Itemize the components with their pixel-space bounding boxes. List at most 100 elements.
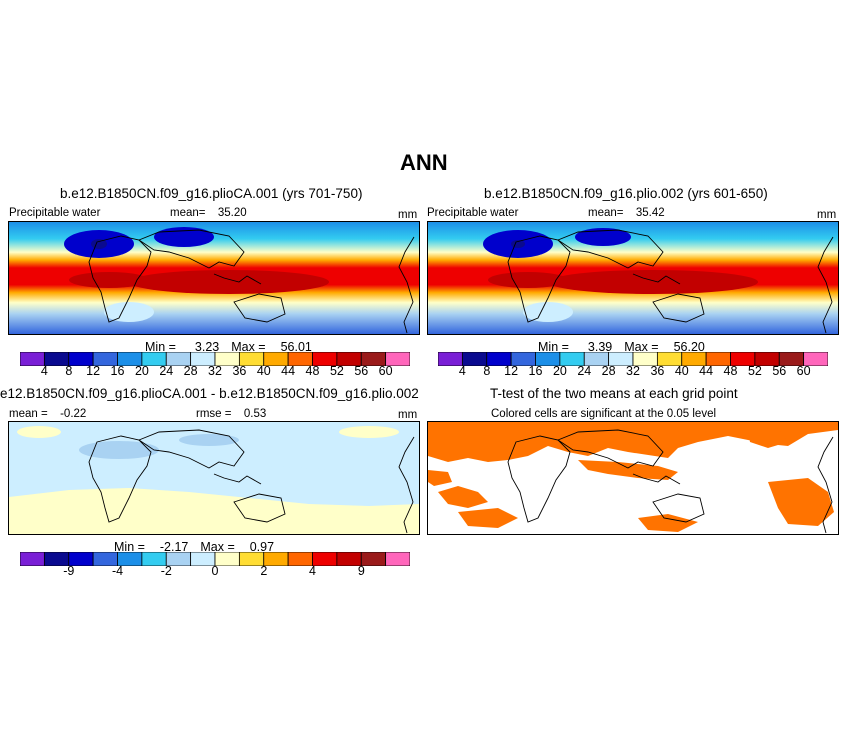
panel3-colorbar-tick-label: -4 — [111, 564, 124, 578]
panel1-min-value: 3.23 — [194, 340, 220, 354]
panel3-colorbar-tick-label: -2 — [160, 564, 172, 578]
panel4-map — [427, 421, 839, 535]
panel2-colorbar-tick-label: 4 — [458, 364, 466, 378]
panel3-coastlines — [88, 429, 415, 534]
panel2-colorbar-tick-label: 20 — [552, 364, 567, 378]
panel2-mean: mean= 35.42 — [588, 207, 665, 219]
panel3-colorbar-tick-label: 0 — [211, 564, 219, 578]
panel3-rmse-label: rmse = — [196, 408, 232, 420]
panel2-minmax: Min = 3.39 Max = 56.20 — [538, 340, 705, 354]
panel2-coastlines — [507, 229, 834, 334]
panel1-colorbar-tick-label: 4 — [40, 364, 48, 378]
panel3-neg-asia — [179, 434, 239, 446]
figure-title: ANN — [400, 150, 448, 175]
panel2-colorbar — [438, 352, 828, 366]
panel2-colorbar-tick-label: 12 — [504, 364, 519, 378]
panel3-pos-atlantic — [17, 426, 61, 438]
panel2-colorbar-tick-label: 48 — [723, 364, 738, 378]
panel3-max-label: Max = — [200, 540, 235, 554]
panel1-mean-label: mean= — [170, 207, 206, 219]
panel3-colorbar-cell — [385, 552, 410, 566]
panel1-colorbar-ticks: 4 8 12 16 20 24 28 32 36 40 44 48 52 56 60 — [20, 364, 410, 380]
panel3-mean-value: -0.22 — [60, 408, 87, 420]
panel1-warm-pool — [129, 270, 329, 294]
panel2-colorbar-tick-label: 40 — [674, 364, 689, 378]
panel1-mean: mean= 35.20 — [170, 207, 247, 219]
panel1-colorbar-tick-label: 20 — [134, 364, 149, 378]
panel1-units: mm — [398, 209, 418, 221]
panel1-colorbar-tick-label: 36 — [232, 364, 247, 378]
panel3-colorbar-ticks: -9 -4 -2 0 2 4 9 — [20, 564, 410, 580]
panel2-colorbar-tick-label: 56 — [772, 364, 787, 378]
panel1-atlantic-itcz — [69, 272, 149, 288]
panel1-colorbar-cell — [385, 352, 410, 366]
panel3-rmse-value: 0.53 — [243, 408, 267, 420]
panel3-mean-label: mean = — [9, 408, 48, 420]
panel1-max-value: 56.01 — [280, 340, 312, 354]
panel2-colorbar-tick-label: 32 — [626, 364, 640, 378]
panel3-title: e12.B1850CN.f09_g16.plioCA.001 - b.e12.B… — [0, 386, 419, 401]
panel1-southern-africa — [104, 302, 154, 322]
panel3-colorbar-tick-label: 2 — [260, 564, 268, 578]
panel2-atlantic-itcz — [488, 272, 568, 288]
panel2-variable: Precipitable water — [427, 207, 519, 219]
panel2-colorbar-ticks: 4 8 12 16 20 24 28 32 36 40 44 48 52 56 60 — [438, 364, 828, 380]
panel1-map-svg — [9, 222, 419, 334]
panel2-mean-label: mean= — [588, 207, 624, 219]
panel2-map — [427, 221, 839, 335]
panel3-minmax: Min = -2.17 Max = 0.97 — [114, 540, 274, 554]
panel1-colorbar-tick-label: 24 — [159, 364, 174, 378]
panel2-colorbar-tick-label: 44 — [699, 364, 714, 378]
panel1-dry-asia — [154, 227, 214, 247]
panel1-colorbar-tick-label: 12 — [86, 364, 101, 378]
panel3-rmse: rmse = 0.53 — [196, 408, 266, 420]
panel1-colorbar-tick-label: 32 — [208, 364, 222, 378]
panel1-minmax: Min = 3.23 Max = 56.01 — [145, 340, 312, 354]
panel2-colorbar-tick-label: 36 — [650, 364, 665, 378]
panel1-colorbar-tick-label: 28 — [183, 364, 198, 378]
panel2-mean-value: 35.42 — [635, 207, 665, 219]
panel3-colorbar-tick-label: 4 — [309, 564, 316, 578]
panel2-colorbar-tick-label: 52 — [747, 364, 762, 378]
panel1-coastlines — [88, 229, 415, 334]
panel1-variable: Precipitable water — [9, 207, 101, 219]
panel3-pacific — [259, 442, 419, 472]
panel4-significant-cells — [428, 422, 838, 532]
panel3-colorbar-tick-label: 9 — [357, 564, 365, 578]
panel4-title: T-test of the two means at each grid poi… — [490, 386, 738, 401]
panel2-colorbar-tick-label: 28 — [601, 364, 616, 378]
panel2-units: mm — [817, 209, 837, 221]
panel3-pos-pacific-north — [339, 426, 399, 438]
panel4-coastlines — [507, 429, 834, 534]
panel2-colorbar-tick-label: 8 — [483, 364, 491, 378]
panel3-positive-south — [9, 488, 419, 534]
panel1-mean-value: 35.20 — [217, 207, 247, 219]
panel2-map-svg — [428, 222, 838, 334]
panel3-mean: mean = -0.22 — [9, 408, 86, 420]
panel3-colorbar — [20, 552, 410, 566]
panel2-min-value: 3.39 — [587, 340, 613, 354]
panel1-colorbar-tick-label: 44 — [281, 364, 296, 378]
panel1-min-label: Min = — [145, 340, 176, 354]
panel3-neg-africa — [79, 441, 159, 459]
panel2-colorbar-tick-label: 24 — [577, 364, 592, 378]
panel2-warm-pool — [548, 270, 758, 294]
panel2-colorbar-cell — [803, 352, 828, 366]
panel1-colorbar-tick-label: 8 — [65, 364, 73, 378]
panel1-colorbar-tick-label: 48 — [305, 364, 320, 378]
panel1-colorbar-tick-label: 60 — [378, 364, 393, 378]
panel2-title: b.e12.B1850CN.f09_g16.plio.002 (yrs 601-… — [484, 186, 768, 201]
panel3-units: mm — [398, 409, 418, 421]
panel2-min-label: Min = — [538, 340, 569, 354]
panel3-map-svg — [9, 422, 419, 534]
panel1-colorbar-tick-label: 16 — [110, 364, 125, 378]
panel4-subtitle: Colored cells are significant at the 0.0… — [491, 408, 717, 420]
panel2-colorbar-tick-label: 60 — [796, 364, 811, 378]
panel1-colorbar-tick-label: 56 — [354, 364, 369, 378]
panel3-colorbar-tick-label: -9 — [63, 564, 75, 578]
panel1-colorbar-tick-label: 40 — [256, 364, 271, 378]
panel3-max-value: 0.97 — [249, 540, 275, 554]
panel3-min-value: -2.17 — [159, 540, 189, 554]
panel2-max-value: 56.20 — [673, 340, 705, 354]
panel2-southern-africa — [523, 302, 573, 322]
